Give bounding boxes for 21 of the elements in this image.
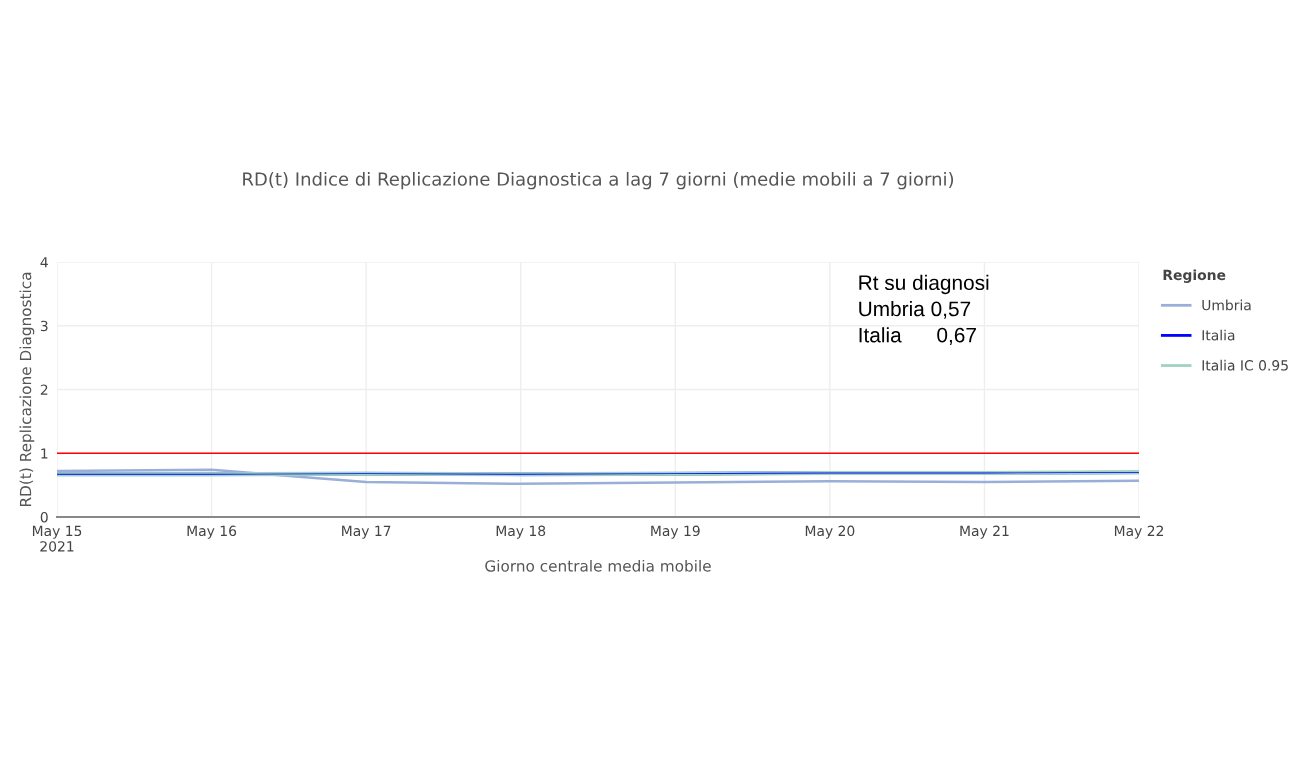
x-tick-label: May 18 — [496, 525, 546, 539]
y-tick-label: 4 — [40, 257, 48, 268]
legend-title: Regione — [1163, 269, 1226, 283]
y-tick-label: 3 — [40, 320, 48, 332]
legend-label: Umbria — [1202, 299, 1251, 311]
legend-label: Italia IC 0.95 — [1202, 359, 1288, 371]
x-axis-title: Giorno centrale media mobile — [485, 559, 711, 572]
x-tick-label: May 17 — [342, 525, 391, 539]
x-tick-label: May 21 — [960, 525, 1009, 539]
x-tick-label: May 22 — [1114, 525, 1164, 539]
y-axis-title: RD(t) Replicazione Diagnostica — [19, 272, 35, 507]
y-tick-label: 1 — [41, 448, 48, 459]
legend-label: Italia — [1202, 329, 1235, 341]
y-tick-label: 0 — [40, 511, 48, 523]
x-tick-label: May 15 2021 — [32, 525, 82, 552]
annotation: Rt su diagnosi Umbria 0,57 Italia 0,67 — [859, 274, 989, 345]
x-tick-label: May 20 — [805, 525, 855, 539]
y-tick-label: 2 — [40, 384, 48, 395]
x-tick-label: May 19 — [651, 525, 700, 539]
chart-title: RD(t) Indice di Replicazione Diagnostica a lag 7 giorni (medie mobili a 7 giorni) — [243, 171, 954, 190]
x-tick-label: May 16 — [187, 525, 237, 539]
